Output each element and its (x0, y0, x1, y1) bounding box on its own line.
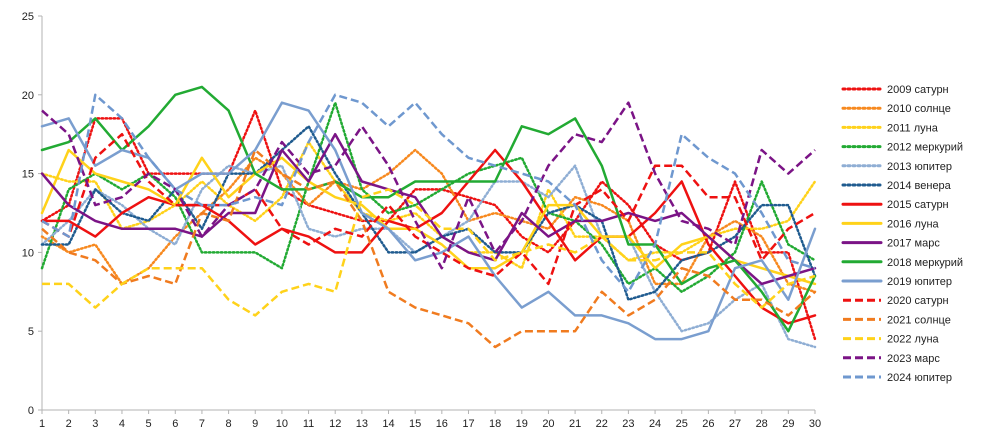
legend-item: 2015 сатурн (841, 199, 949, 211)
legend-label: 2021 солнце (887, 314, 951, 326)
x-tick-label: 19 (516, 418, 528, 430)
y-tick-label: 15 (22, 169, 34, 181)
legend-item: 2012 меркурий (841, 142, 963, 154)
legend-label: 2015 сатурн (887, 199, 949, 211)
legend-item: 2018 меркурий (841, 257, 963, 269)
series-line-10 (40, 85, 817, 333)
x-tick-label: 8 (226, 418, 232, 430)
x-tick-label: 29 (782, 418, 794, 430)
legend-label: 2014 венера (887, 180, 952, 192)
x-tick-label: 14 (382, 418, 394, 430)
x-tick-label: 30 (809, 418, 821, 430)
x-tick-label: 6 (172, 418, 178, 430)
x-tick-label: 18 (489, 418, 501, 430)
legend-label: 2012 меркурий (887, 142, 963, 154)
legend-label: 2017 марс (887, 238, 940, 250)
legend-item: 2024 юпитер (843, 372, 952, 384)
legend-label: 2024 юпитер (887, 372, 952, 384)
y-tick-label: 10 (22, 247, 34, 259)
legend-label: 2022 луна (887, 334, 940, 346)
legend-item: 2017 марс (841, 238, 940, 250)
x-tick-label: 23 (622, 418, 634, 430)
legend-label: 2018 меркурий (887, 257, 963, 269)
legend: 2009 сатурн 2010 солнце 2011 луна 2012 мерк… (841, 84, 963, 384)
legend-label: 2009 сатурн (887, 84, 949, 96)
x-tick-label: 17 (462, 418, 474, 430)
series-line-16 (41, 93, 816, 294)
legend-item: 2020 сатурн (843, 295, 949, 307)
x-tick-label: 10 (276, 418, 288, 430)
series-layer (40, 85, 817, 349)
y-tick-label: 25 (22, 11, 34, 23)
x-tick-label: 28 (756, 418, 768, 430)
legend-item: 2009 сатурн (841, 84, 949, 96)
x-tick-label: 26 (702, 418, 714, 430)
x-tick-label: 24 (649, 418, 661, 430)
y-tick-label: 20 (22, 90, 34, 102)
legend-label: 2020 сатурн (887, 295, 949, 307)
x-tick-label: 12 (329, 418, 341, 430)
series-line-15 (41, 101, 816, 270)
legend-label: 2016 луна (887, 218, 940, 230)
legend-label: 2013 юпитер (887, 161, 952, 173)
x-tick-label: 3 (92, 418, 98, 430)
x-tick-label: 1 (39, 418, 45, 430)
legend-item: 2011 луна (841, 122, 939, 134)
x-tick-label: 20 (542, 418, 554, 430)
x-tick-label: 2 (66, 418, 72, 430)
legend-label: 2010 солнце (887, 103, 951, 115)
legend-item: 2014 венера (841, 180, 952, 192)
series-line-3 (40, 140, 817, 270)
x-tick-label: 11 (303, 418, 314, 430)
x-tick-label: 4 (119, 418, 125, 430)
legend-item: 2013 юпитер (841, 161, 952, 173)
x-tick-label: 21 (569, 418, 581, 430)
legend-item: 2016 луна (841, 218, 940, 230)
x-tick-label: 22 (596, 418, 608, 430)
legend-item: 2022 луна (843, 334, 940, 346)
x-tick-label: 13 (356, 418, 368, 430)
legend-label: 2011 луна (887, 122, 939, 134)
legend-label: 2019 юпитер (887, 276, 952, 288)
series-line-13 (41, 148, 816, 349)
series-line-14 (42, 188, 816, 317)
legend-item: 2023 марс (843, 353, 940, 365)
x-tick-label: 27 (729, 418, 741, 430)
legend-item: 2021 солнце (843, 314, 951, 326)
x-tick-label: 15 (409, 418, 421, 430)
x-tick-label: 7 (199, 418, 205, 430)
legend-item: 2019 юпитер (841, 276, 952, 288)
y-tick-label: 5 (28, 326, 34, 338)
x-tick-label: 9 (252, 418, 258, 430)
y-tick-label: 0 (28, 405, 34, 417)
series-line-4 (40, 101, 817, 294)
x-tick-label: 5 (146, 418, 152, 430)
x-tick-label: 25 (676, 418, 688, 430)
x-tick-label: 16 (436, 418, 448, 430)
legend-item: 2010 солнце (841, 103, 951, 115)
legend-label: 2023 марс (887, 353, 940, 365)
